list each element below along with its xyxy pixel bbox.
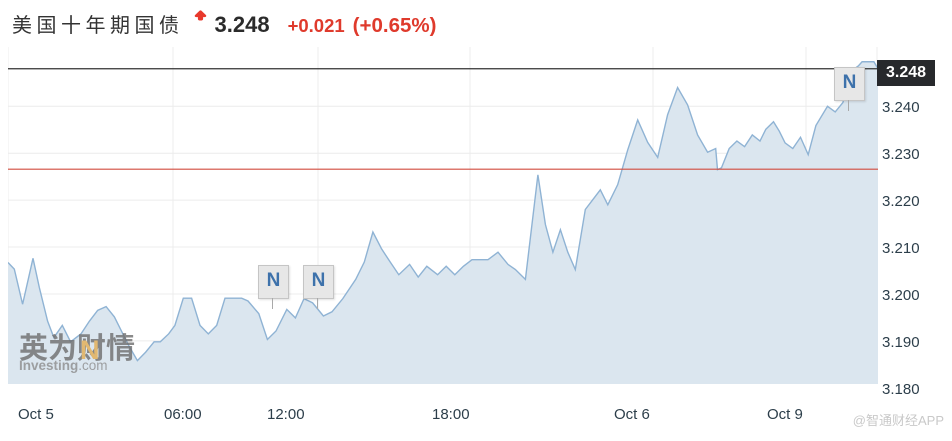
svg-text:Investing.com: Investing.com bbox=[19, 358, 108, 373]
